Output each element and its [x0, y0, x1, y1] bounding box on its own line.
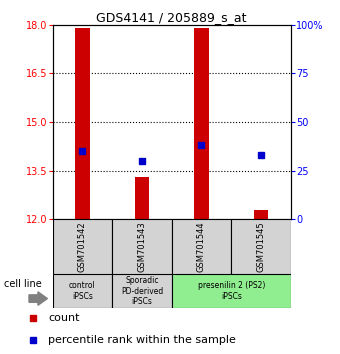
Text: percentile rank within the sample: percentile rank within the sample [48, 335, 236, 345]
Text: Sporadic
PD-derived
iPSCs: Sporadic PD-derived iPSCs [121, 276, 163, 306]
Bar [172, 274, 291, 308]
FancyArrow shape [29, 292, 48, 305]
Text: GSM701542: GSM701542 [78, 222, 87, 272]
Bar [231, 219, 291, 274]
Bar [112, 219, 172, 274]
Text: GSM701543: GSM701543 [137, 222, 147, 272]
Text: count: count [48, 313, 80, 323]
Bar [112, 274, 172, 308]
Bar [53, 219, 112, 274]
Bar [254, 210, 268, 219]
Bar [194, 28, 209, 219]
Text: control
iPSCs: control iPSCs [69, 281, 96, 301]
Text: cell line: cell line [4, 279, 42, 289]
Title: GDS4141 / 205889_s_at: GDS4141 / 205889_s_at [97, 11, 247, 24]
Text: presenilin 2 (PS2)
iPSCs: presenilin 2 (PS2) iPSCs [198, 281, 265, 301]
Bar [172, 219, 231, 274]
Text: GSM701545: GSM701545 [256, 222, 266, 272]
Bar [135, 177, 149, 219]
Text: GSM701544: GSM701544 [197, 222, 206, 272]
Bar [75, 28, 90, 219]
Bar [53, 274, 112, 308]
